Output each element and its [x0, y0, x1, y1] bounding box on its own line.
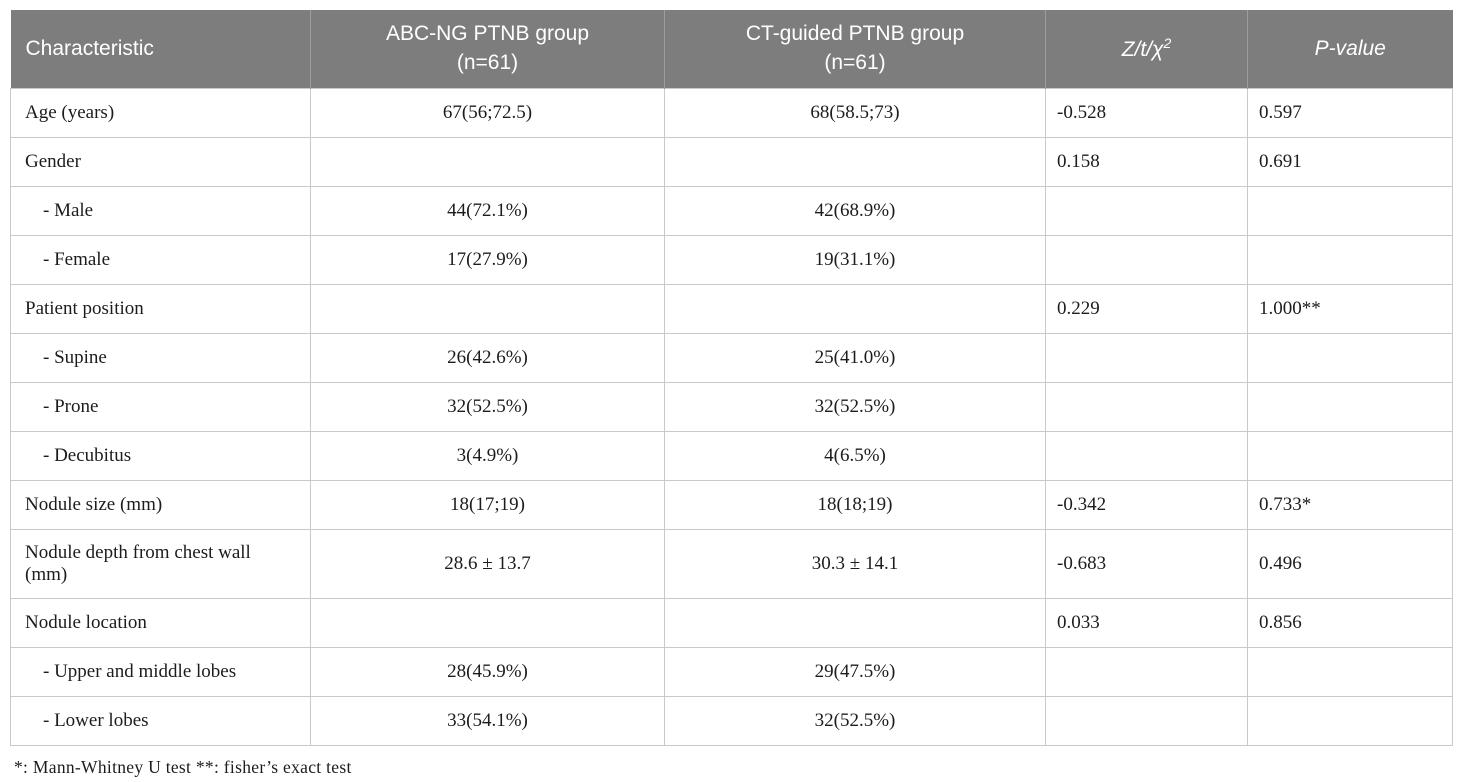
cell-abc-ng-value: 33(54.1%) — [310, 695, 665, 746]
table-row: - Female 17(27.9%) 19(31.1%) — [10, 234, 1453, 285]
cell-characteristic: - Lower lobes — [10, 695, 311, 746]
table-footnote: *: Mann-Whitney U test **: fisher’s exac… — [14, 756, 352, 777]
cell-statistic-value: -0.342 — [1045, 479, 1248, 530]
cell-statistic-value — [1045, 332, 1248, 383]
p-value-label: P-value — [1314, 36, 1386, 60]
cell-characteristic: Patient position — [10, 283, 311, 334]
characteristics-table: Characteristic ABC-NG PTNB group (n=61) … — [10, 10, 1453, 746]
cell-abc-ng-value: 44(72.1%) — [310, 185, 665, 236]
cell-p-value: 0.691 — [1247, 136, 1453, 187]
table-row: Nodule location 0.033 0.856 — [10, 597, 1453, 648]
cell-statistic-value — [1045, 234, 1248, 285]
cell-ct-guided-value: 19(31.1%) — [664, 234, 1046, 285]
table-row: - Lower lobes 33(54.1%) 32(52.5%) — [10, 695, 1453, 746]
cell-p-value: 0.496 — [1247, 528, 1453, 599]
cell-abc-ng-value: 26(42.6%) — [310, 332, 665, 383]
table-row: - Prone 32(52.5%) 32(52.5%) — [10, 381, 1453, 432]
cell-statistic-value — [1045, 646, 1248, 697]
cell-characteristic: Gender — [10, 136, 311, 187]
cell-p-value — [1247, 695, 1453, 746]
cell-abc-ng-value — [310, 136, 665, 187]
cell-statistic-value: -0.528 — [1045, 87, 1248, 138]
table-row: - Upper and middle lobes 28(45.9%) 29(47.5… — [10, 646, 1453, 697]
table-row: Nodule size (mm) 18(17;19) 18(18;19) -0.342… — [10, 479, 1453, 530]
cell-p-value — [1247, 646, 1453, 697]
cell-characteristic: Age (years) — [10, 87, 311, 138]
cell-p-value: 0.856 — [1247, 597, 1453, 648]
cell-statistic-value: 0.158 — [1045, 136, 1248, 187]
cell-abc-ng-value: 3(4.9%) — [310, 430, 665, 481]
cell-ct-guided-value: 4(6.5%) — [664, 430, 1046, 481]
cell-statistic-value: -0.683 — [1045, 528, 1248, 599]
table-row: Patient position 0.229 1.000** — [10, 283, 1453, 334]
header-p-value: P-value — [1247, 10, 1453, 88]
header-ct-guided-group-n: (n=61) — [824, 50, 886, 74]
table-header-row: Characteristic ABC-NG PTNB group (n=61) … — [10, 10, 1453, 88]
header-ct-guided-group: CT-guided PTNB group (n=61) — [664, 10, 1046, 88]
cell-ct-guided-value — [664, 283, 1046, 334]
cell-ct-guided-value — [664, 136, 1046, 187]
cell-characteristic: - Male — [10, 185, 311, 236]
cell-characteristic: - Decubitus — [10, 430, 311, 481]
header-statistic: Z/t/χ2 — [1045, 10, 1248, 88]
cell-abc-ng-value: 28(45.9%) — [310, 646, 665, 697]
statistic-label: Z/t/χ — [1121, 37, 1164, 61]
cell-p-value — [1247, 430, 1453, 481]
cell-characteristic: Nodule depth from chest wall (mm) — [10, 528, 311, 599]
cell-p-value: 0.733* — [1247, 479, 1453, 530]
cell-characteristic: - Upper and middle lobes — [10, 646, 311, 697]
cell-ct-guided-value: 32(52.5%) — [664, 381, 1046, 432]
cell-characteristic: Nodule size (mm) — [10, 479, 311, 530]
cell-statistic-value — [1045, 695, 1248, 746]
cell-ct-guided-value — [664, 597, 1046, 648]
table-row: Nodule depth from chest wall (mm) 28.6 ± … — [10, 528, 1453, 599]
table-row: - Male 44(72.1%) 42(68.9%) — [10, 185, 1453, 236]
table-row: Age (years) 67(56;72.5) 68(58.5;73) -0.528 0… — [10, 87, 1453, 138]
header-abc-ng-group-name: ABC-NG PTNB group — [385, 22, 590, 46]
cell-statistic-value: 0.033 — [1045, 597, 1248, 648]
cell-statistic-value — [1045, 381, 1248, 432]
cell-characteristic: - Female — [10, 234, 311, 285]
cell-abc-ng-value: 18(17;19) — [310, 479, 665, 530]
header-abc-ng-group: ABC-NG PTNB group (n=61) — [310, 10, 665, 88]
header-abc-ng-group-n: (n=61) — [456, 50, 519, 74]
cell-abc-ng-value: 32(52.5%) — [310, 381, 665, 432]
cell-ct-guided-value: 29(47.5%) — [664, 646, 1046, 697]
cell-p-value: 0.597 — [1247, 87, 1453, 138]
cell-statistic-value — [1045, 430, 1248, 481]
table-body: Age (years) 67(56;72.5) 68(58.5;73) -0.528 0… — [10, 87, 1453, 746]
cell-abc-ng-value — [310, 283, 665, 334]
cell-statistic-value: 0.229 — [1045, 283, 1248, 334]
table-row: Gender 0.158 0.691 — [10, 136, 1453, 187]
cell-p-value — [1247, 185, 1453, 236]
table-row: - Decubitus 3(4.9%) 4(6.5%) — [10, 430, 1453, 481]
cell-abc-ng-value: 67(56;72.5) — [310, 87, 665, 138]
cell-characteristic: - Prone — [10, 381, 311, 432]
header-ct-guided-group-name: CT-guided PTNB group — [745, 22, 965, 46]
cell-p-value — [1247, 381, 1453, 432]
cell-characteristic: - Supine — [10, 332, 311, 383]
cell-p-value: 1.000** — [1247, 283, 1453, 334]
cell-characteristic: Nodule location — [10, 597, 311, 648]
cell-abc-ng-value: 28.6 ± 13.7 — [310, 528, 665, 599]
table-row: - Supine 26(42.6%) 25(41.0%) — [10, 332, 1453, 383]
cell-ct-guided-value: 25(41.0%) — [664, 332, 1046, 383]
cell-ct-guided-value: 42(68.9%) — [664, 185, 1046, 236]
cell-ct-guided-value: 32(52.5%) — [664, 695, 1046, 746]
cell-ct-guided-value: 68(58.5;73) — [664, 87, 1046, 138]
statistic-superscript: 2 — [1163, 34, 1172, 51]
cell-abc-ng-value — [310, 597, 665, 648]
cell-ct-guided-value: 30.3 ± 14.1 — [664, 528, 1046, 599]
cell-p-value — [1247, 234, 1453, 285]
cell-statistic-value — [1045, 185, 1248, 236]
cell-abc-ng-value: 17(27.9%) — [310, 234, 665, 285]
cell-ct-guided-value: 18(18;19) — [664, 479, 1046, 530]
header-characteristic: Characteristic — [10, 10, 311, 88]
cell-p-value — [1247, 332, 1453, 383]
